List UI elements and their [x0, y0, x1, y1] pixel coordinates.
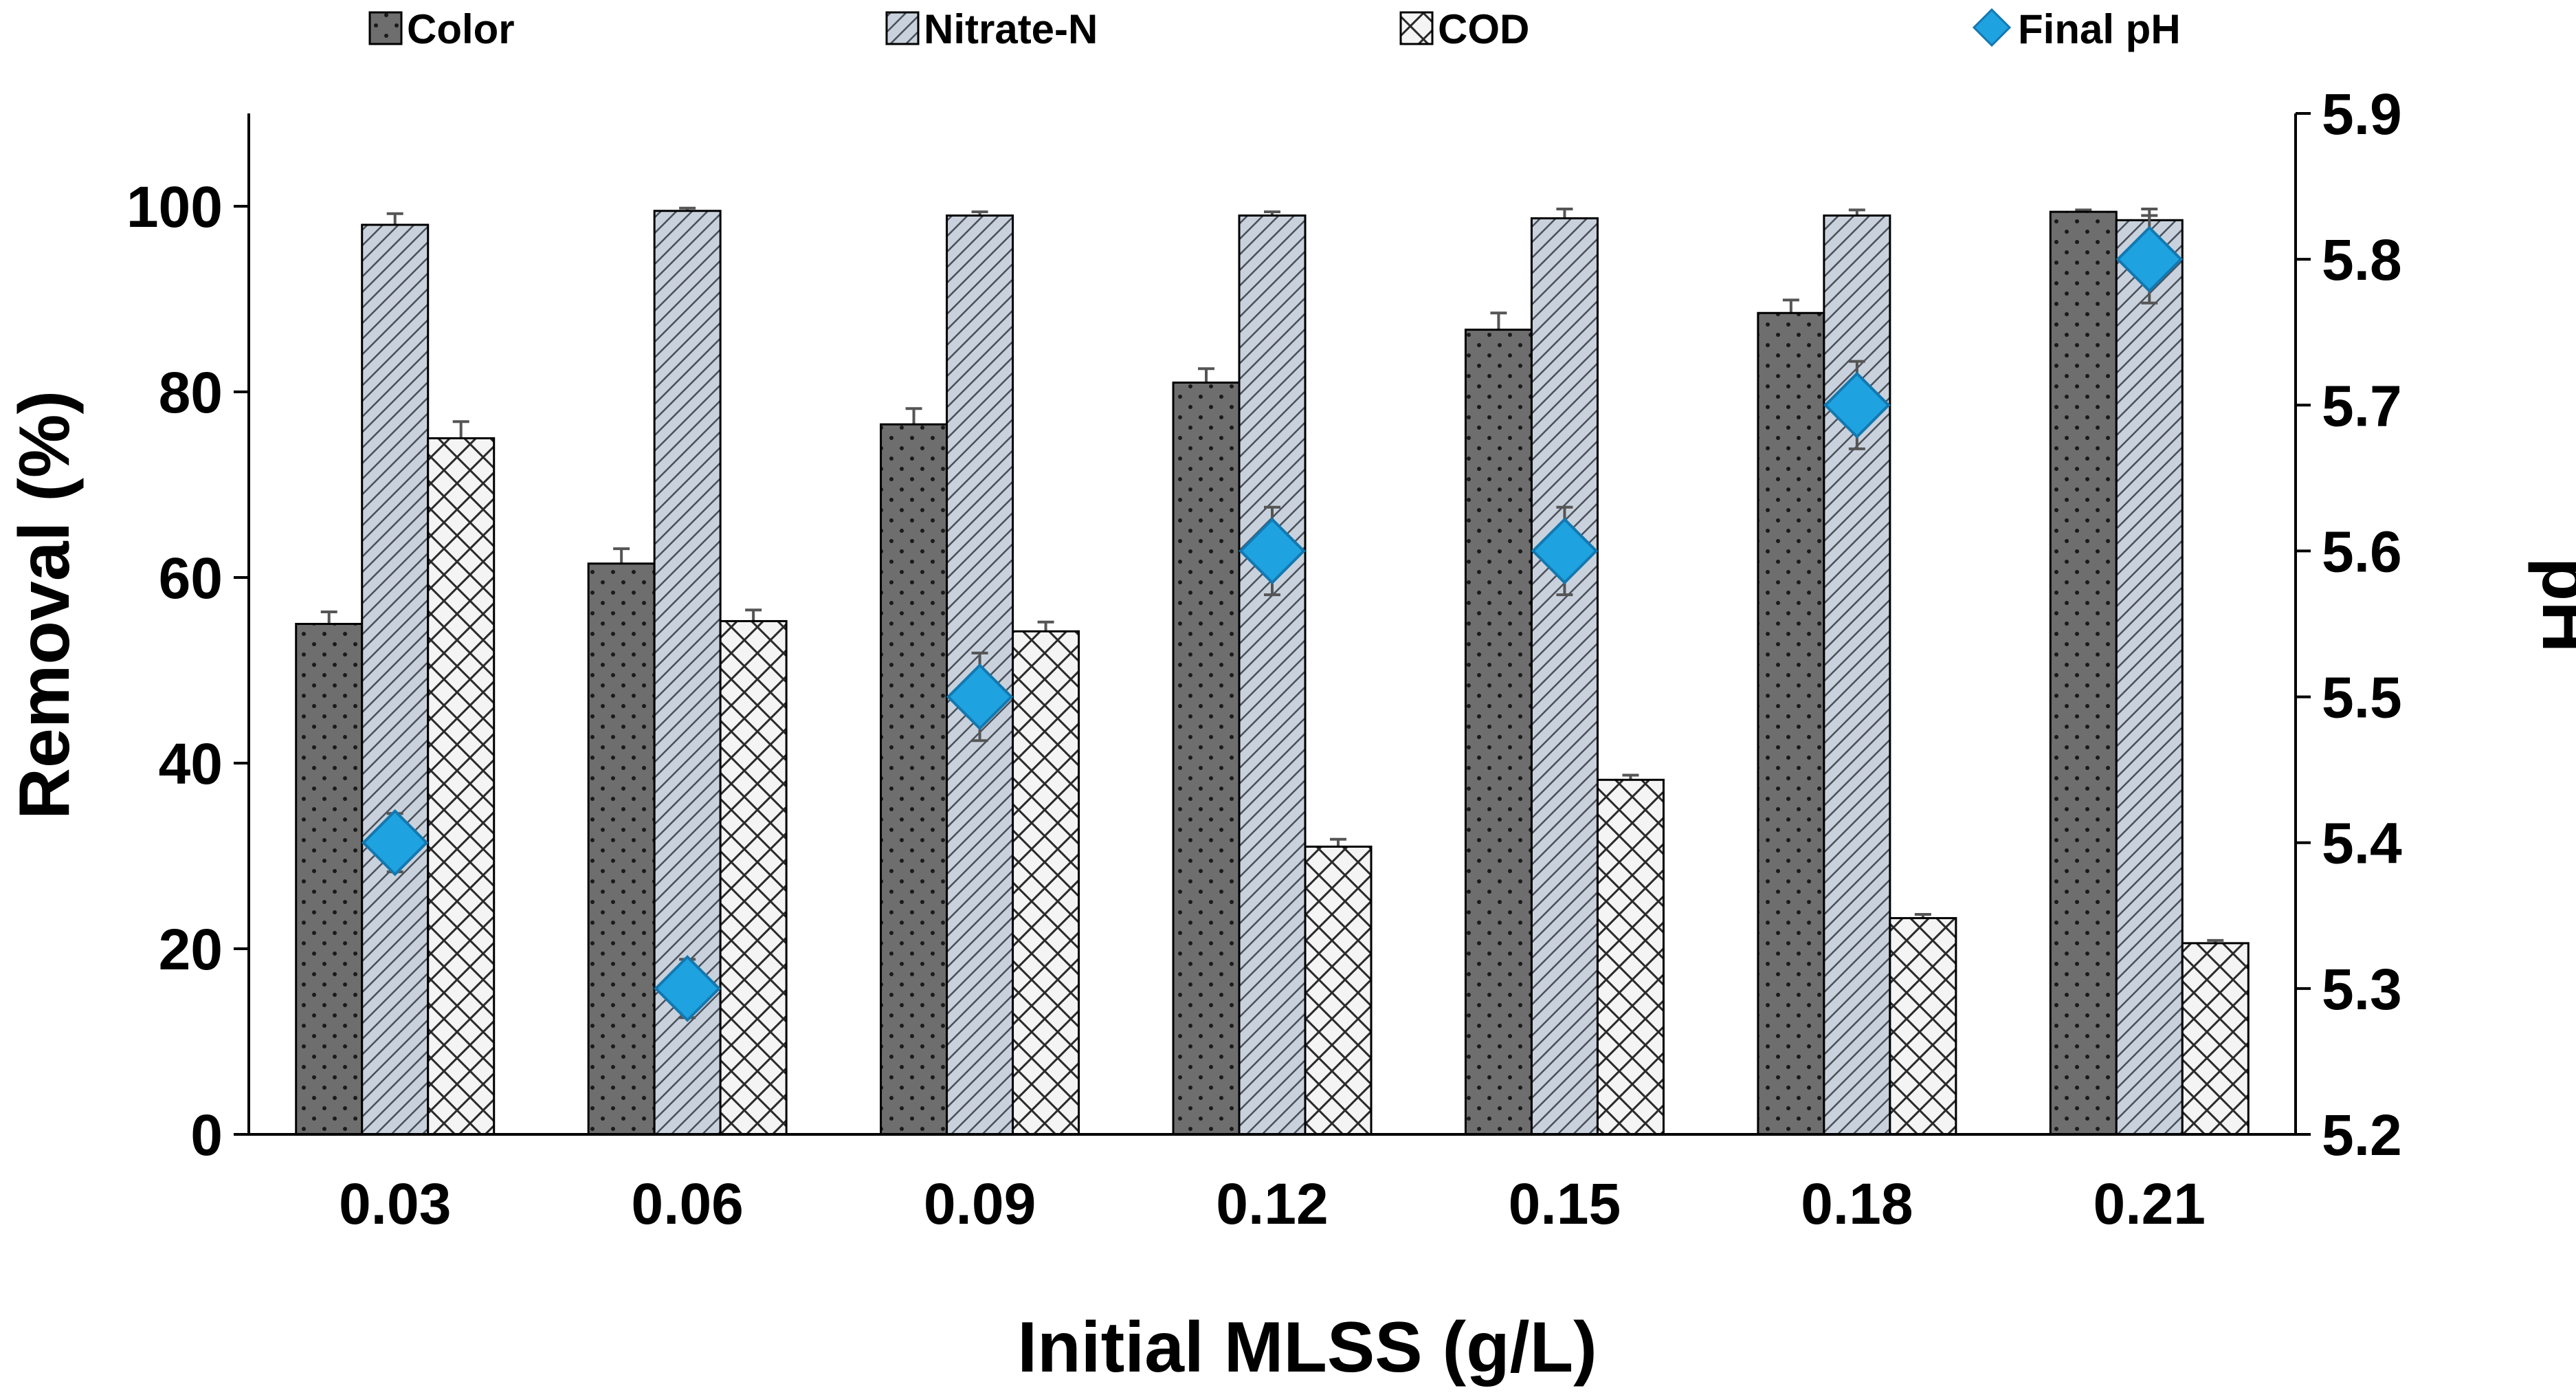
x-tick-label: 0.03 [339, 1172, 452, 1236]
x-tick-label: 0.12 [1216, 1172, 1329, 1236]
y2-tick-label: 5.4 [2322, 811, 2402, 876]
bar-color-0.12 [1172, 382, 1241, 1136]
bars [295, 210, 2250, 1136]
bar-cod-0.21 [2181, 942, 2250, 1136]
legend-item-nitrate: Nitrate-N [885, 6, 1098, 52]
y2-tick-label: 5.8 [2322, 228, 2402, 292]
bar-nitrate-n-0.03 [361, 223, 430, 1136]
y2-axis-title: pH [2527, 558, 2576, 653]
ph-point-0.18 [1823, 371, 1891, 439]
bar-cod-0.15 [1596, 778, 1665, 1136]
legend-swatch-final-ph [1972, 8, 2012, 47]
legend-item-final-ph: Final pH [1972, 6, 2181, 52]
legend-swatch-color [368, 11, 403, 45]
x-axis-title: Initial MLSS (g/L) [1017, 1308, 1597, 1387]
bar-color-0.15 [1464, 329, 1533, 1136]
y-tick-label: 60 [159, 546, 223, 610]
bar-nitrate-n-0.21 [2115, 219, 2184, 1136]
ph-point-0.03 [361, 808, 429, 877]
legend-label-cod: COD [1438, 6, 1529, 52]
bar-cod-0.12 [1304, 846, 1373, 1136]
legend-item-color: Color [368, 6, 515, 52]
bar-color-0.03 [295, 623, 364, 1136]
y2-tick-label: 5.9 [2322, 82, 2402, 146]
x-tick-label: 0.15 [1509, 1172, 1621, 1236]
bar-cod-0.18 [1889, 916, 1957, 1136]
legend-swatch-cod [1399, 11, 1434, 45]
legend-item-cod: COD [1399, 6, 1529, 52]
ph-point-0.09 [946, 663, 1014, 731]
y-tick-label: 100 [126, 175, 223, 239]
x-tick-label: 0.21 [2094, 1172, 2206, 1236]
ph-point-0.06 [654, 955, 721, 1022]
legend: Color Nitrate-N COD Final pH [368, 6, 2181, 52]
x-tick-label: 0.18 [1801, 1172, 1913, 1236]
y-tick-label: 0 [190, 1103, 223, 1167]
bar-cod-0.09 [1012, 630, 1080, 1136]
bar-color-0.21 [2049, 210, 2118, 1136]
y-tick-label: 20 [159, 917, 223, 982]
legend-label-color: Color [407, 6, 515, 52]
y-tick-label: 80 [159, 360, 223, 425]
y2-tick-label: 5.7 [2322, 373, 2402, 438]
axes [234, 112, 2311, 1136]
bar-cod-0.03 [427, 437, 496, 1136]
bar-color-0.09 [880, 423, 948, 1136]
bar-color-0.18 [1757, 311, 1825, 1136]
ph-markers [361, 226, 2184, 1022]
legend-label-final-ph: Final pH [2018, 6, 2181, 52]
y2-tick-label: 5.5 [2322, 666, 2402, 730]
y-axis-title: Removal (%) [5, 390, 85, 820]
bar-cod-0.06 [719, 619, 788, 1136]
ph-point-0.15 [1531, 517, 1599, 585]
legend-label-nitrate: Nitrate-N [924, 6, 1098, 52]
y2-tick-label: 5.6 [2322, 519, 2402, 584]
legend-swatch-nitrate [885, 11, 920, 45]
bar-nitrate-n-0.18 [1823, 214, 1891, 1136]
x-tick-label: 0.06 [631, 1172, 744, 1236]
bar-nitrate-n-0.12 [1238, 214, 1307, 1136]
y2-tick-label: 5.3 [2322, 957, 2402, 1022]
bar-color-0.06 [587, 562, 656, 1136]
y-tick-label: 40 [159, 732, 223, 796]
tick-labels: 0.03 0.06 0.09 0.12 0.15 0.18 0.21 0 20 40 60 80 100… [126, 82, 2402, 1236]
y2-tick-label: 5.2 [2322, 1103, 2402, 1167]
x-tick-label: 0.09 [924, 1172, 1036, 1236]
bar-nitrate-n-0.15 [1530, 217, 1599, 1136]
ph-point-0.21 [2116, 226, 2184, 293]
ph-point-0.12 [1239, 517, 1306, 585]
